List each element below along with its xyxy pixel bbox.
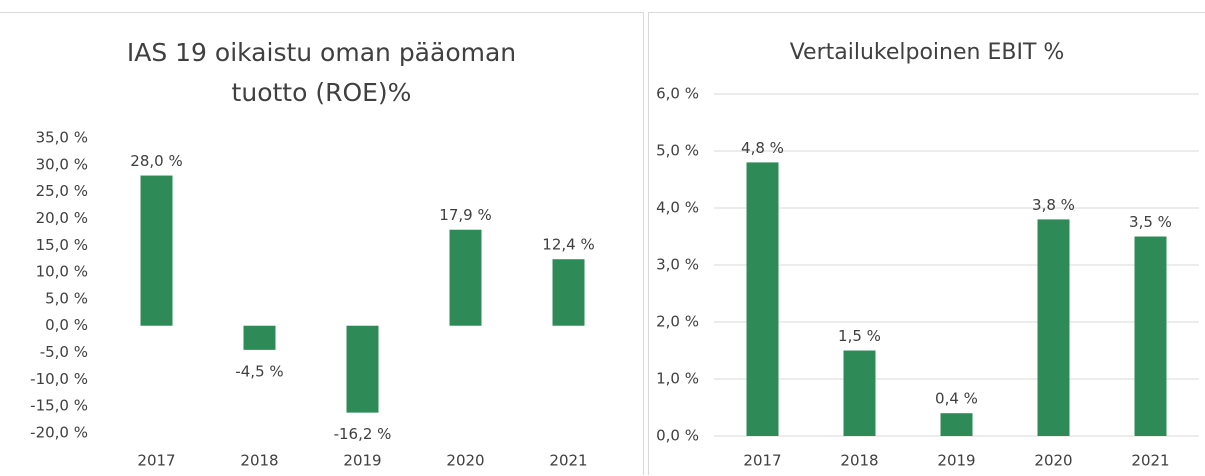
bar <box>746 162 779 436</box>
y-tick-label: 3,0 % <box>656 256 699 274</box>
data-label: 12,4 % <box>542 236 594 254</box>
y-tick-label: 15,0 % <box>36 236 88 254</box>
bar <box>140 175 173 326</box>
y-tick-label: -10,0 % <box>30 370 88 388</box>
bar <box>940 413 973 436</box>
y-tick-label: 2,0 % <box>656 313 699 331</box>
bar <box>843 350 876 436</box>
x-tick-label: 2021 <box>1131 452 1169 470</box>
x-tick-label: 2018 <box>240 452 278 470</box>
y-tick-label: 4,0 % <box>656 199 699 217</box>
x-tick-label: 2021 <box>549 452 587 470</box>
x-tick-label: 2020 <box>1034 452 1072 470</box>
chart: 0,0 % 1,0 % 2,0 % 3,0 % 4,0 % 5,0 % 6,0 % 2017 4… <box>656 85 1199 470</box>
bar <box>552 259 585 326</box>
y-tick-label: 35,0 % <box>36 129 88 147</box>
x-tick-label: 2019 <box>343 452 381 470</box>
y-tick-label: 0,0 % <box>45 316 88 334</box>
y-tick-label: -15,0 % <box>30 397 88 415</box>
data-label: 28,0 % <box>130 152 182 170</box>
bar <box>243 325 276 350</box>
bar <box>449 229 482 326</box>
y-tick-label: 6,0 % <box>656 85 699 103</box>
x-tick-label: 2017 <box>743 452 781 470</box>
data-label: 3,5 % <box>1129 213 1172 231</box>
y-tick-label: 5,0 % <box>656 142 699 160</box>
x-tick-label: 2020 <box>446 452 484 470</box>
chart-title: Vertailukelpoinen EBIT % <box>789 40 1065 65</box>
bar <box>1134 236 1167 436</box>
data-label: -4,5 % <box>235 362 283 380</box>
data-label: 0,4 % <box>935 390 978 408</box>
y-tick-label: 5,0 % <box>45 289 88 307</box>
chart-panel: IAS 19 oikaistu oman pääoman tuotto (ROE… <box>0 12 644 475</box>
data-label: 17,9 % <box>439 206 491 224</box>
x-tick-label: 2018 <box>840 452 878 470</box>
data-label: 1,5 % <box>838 327 881 345</box>
data-label: 4,8 % <box>741 139 784 157</box>
chart: -20,0 % -15,0 % -10,0 % -5,0 % 0,0 % 5,0 % 10,… <box>30 129 595 470</box>
y-tick-label: -5,0 % <box>40 343 88 361</box>
y-tick-label: 1,0 % <box>656 370 699 388</box>
bar <box>346 325 379 413</box>
y-tick-label: -20,0 % <box>30 424 88 442</box>
y-tick-label: 0,0 % <box>656 427 699 445</box>
chart-panel: Vertailukelpoinen EBIT % 0,0 % 1,0 % 2,0 %… <box>648 12 1205 475</box>
chart-title: IAS 19 oikaistu oman pääoman tuotto (ROE… <box>126 38 517 107</box>
bar <box>1037 219 1070 436</box>
x-tick-label: 2019 <box>937 452 975 470</box>
x-tick-label: 2017 <box>137 452 175 470</box>
y-tick-label: 20,0 % <box>36 209 88 227</box>
y-tick-label: 30,0 % <box>36 155 88 173</box>
data-label: 3,8 % <box>1032 196 1075 214</box>
y-tick-label: 10,0 % <box>36 263 88 281</box>
y-tick-label: 25,0 % <box>36 182 88 200</box>
data-label: -16,2 % <box>334 425 392 443</box>
